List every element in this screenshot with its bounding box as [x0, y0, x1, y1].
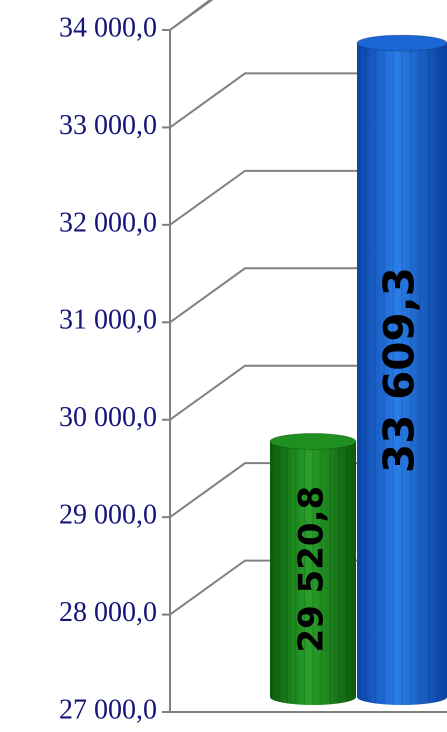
- y-tick-label: 32 000,0: [59, 207, 157, 238]
- y-tick-label: 33 000,0: [59, 110, 157, 141]
- y-tick-label: 28 000,0: [59, 597, 157, 628]
- value-label: 29 520,8: [292, 486, 332, 653]
- y-tick-label: 31 000,0: [59, 305, 157, 336]
- value-label: 33 609,3: [375, 267, 424, 473]
- bar-body: [357, 43, 447, 705]
- bar: [269, 432, 357, 705]
- bar-top: [356, 34, 447, 52]
- y-tick-label: 30 000,0: [59, 402, 157, 433]
- y-tick-label: 34 000,0: [59, 12, 157, 43]
- bar-body: [270, 441, 356, 705]
- y-tick-label: 27 000,0: [59, 694, 157, 725]
- bar-top: [269, 432, 357, 450]
- bar: [356, 34, 447, 705]
- y-tick-label: 29 000,0: [59, 500, 157, 531]
- grid-line: [169, 0, 214, 31]
